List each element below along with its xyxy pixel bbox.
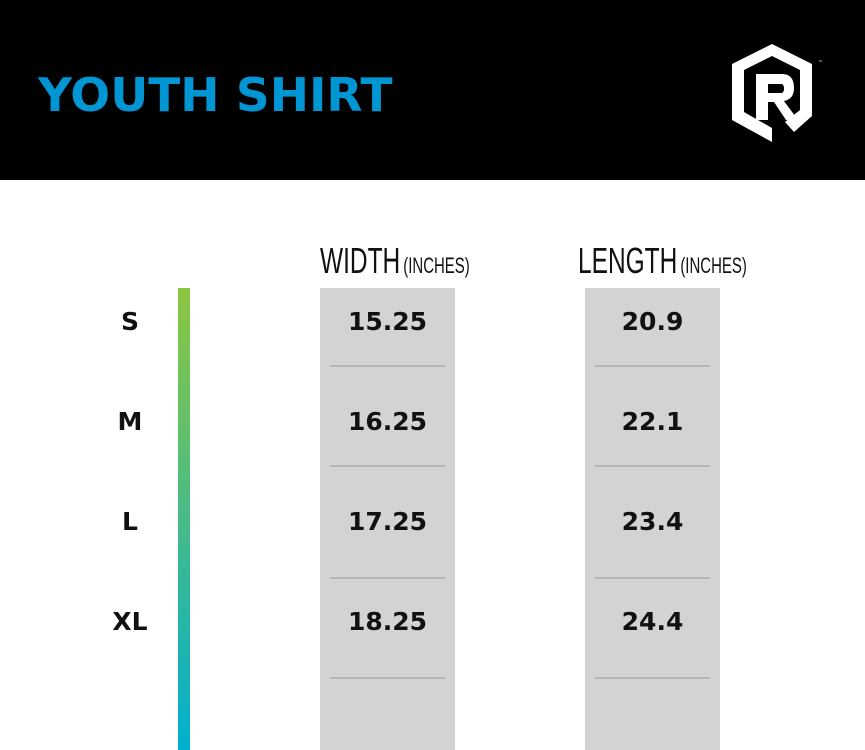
size-label-l: L: [122, 507, 138, 536]
header-banner: YOUTH SHIRT ™: [0, 0, 865, 180]
divider: [595, 577, 710, 579]
divider: [595, 365, 710, 367]
divider: [330, 465, 445, 467]
page-title: YOUTH SHIRT: [38, 68, 393, 122]
svg-text:™: ™: [818, 60, 823, 66]
width-value: 16.25: [347, 407, 428, 436]
divider: [330, 677, 445, 679]
divider: [595, 465, 710, 467]
width-value: 15.25: [347, 307, 428, 336]
brand-logo: ™: [732, 44, 823, 142]
size-label-xl: XL: [112, 607, 148, 636]
length-value: 23.4: [621, 507, 684, 536]
length-value: 22.1: [621, 407, 684, 436]
divider: [595, 677, 710, 679]
divider: [330, 577, 445, 579]
size-gradient-bar: [178, 288, 190, 750]
length-value: 24.4: [621, 607, 684, 636]
length-column: 20.9 22.1 23.4 24.4: [585, 288, 720, 750]
width-column: 15.25 16.25 17.25 18.25: [320, 288, 455, 750]
divider: [330, 365, 445, 367]
size-label-s: S: [120, 307, 139, 336]
width-value: 17.25: [347, 507, 428, 536]
length-header: LENGTH (INCHES): [578, 240, 747, 281]
length-value: 20.9: [621, 307, 684, 336]
width-header: WIDTH (INCHES): [320, 240, 470, 281]
size-label-m: M: [117, 407, 143, 436]
width-value: 18.25: [347, 607, 428, 636]
